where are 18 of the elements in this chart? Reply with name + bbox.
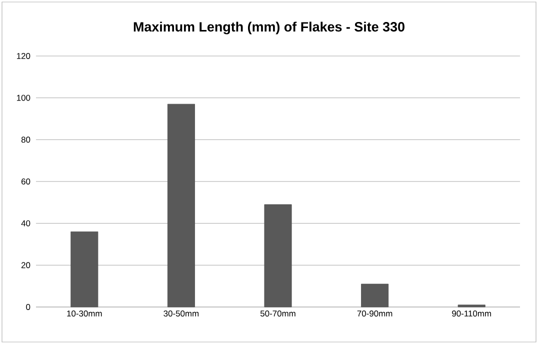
y-tick-label: 0 xyxy=(26,304,30,310)
x-tick-label: 70-90mm xyxy=(357,310,392,317)
y-tick-label: 120 xyxy=(16,53,30,59)
y-tick-label: 60 xyxy=(22,178,30,184)
y-tick-label: 20 xyxy=(21,262,30,268)
y-tick-label: 40 xyxy=(21,220,30,226)
y-tick-label: 80 xyxy=(21,136,30,143)
x-tick-label: 10-30mm xyxy=(67,310,102,317)
bar xyxy=(167,104,195,308)
bar xyxy=(361,284,389,308)
bar xyxy=(70,232,98,308)
bar xyxy=(458,304,486,308)
x-tick-label: 30-50mm xyxy=(164,310,199,317)
x-tick-label: 50-70mm xyxy=(260,310,296,317)
x-tick-label: 90-110mm xyxy=(452,310,491,317)
bar xyxy=(264,204,292,308)
chart-title: Maximum Length (mm) of Flakes - Site 330 xyxy=(134,22,404,34)
y-tick-label: 100 xyxy=(16,94,30,101)
